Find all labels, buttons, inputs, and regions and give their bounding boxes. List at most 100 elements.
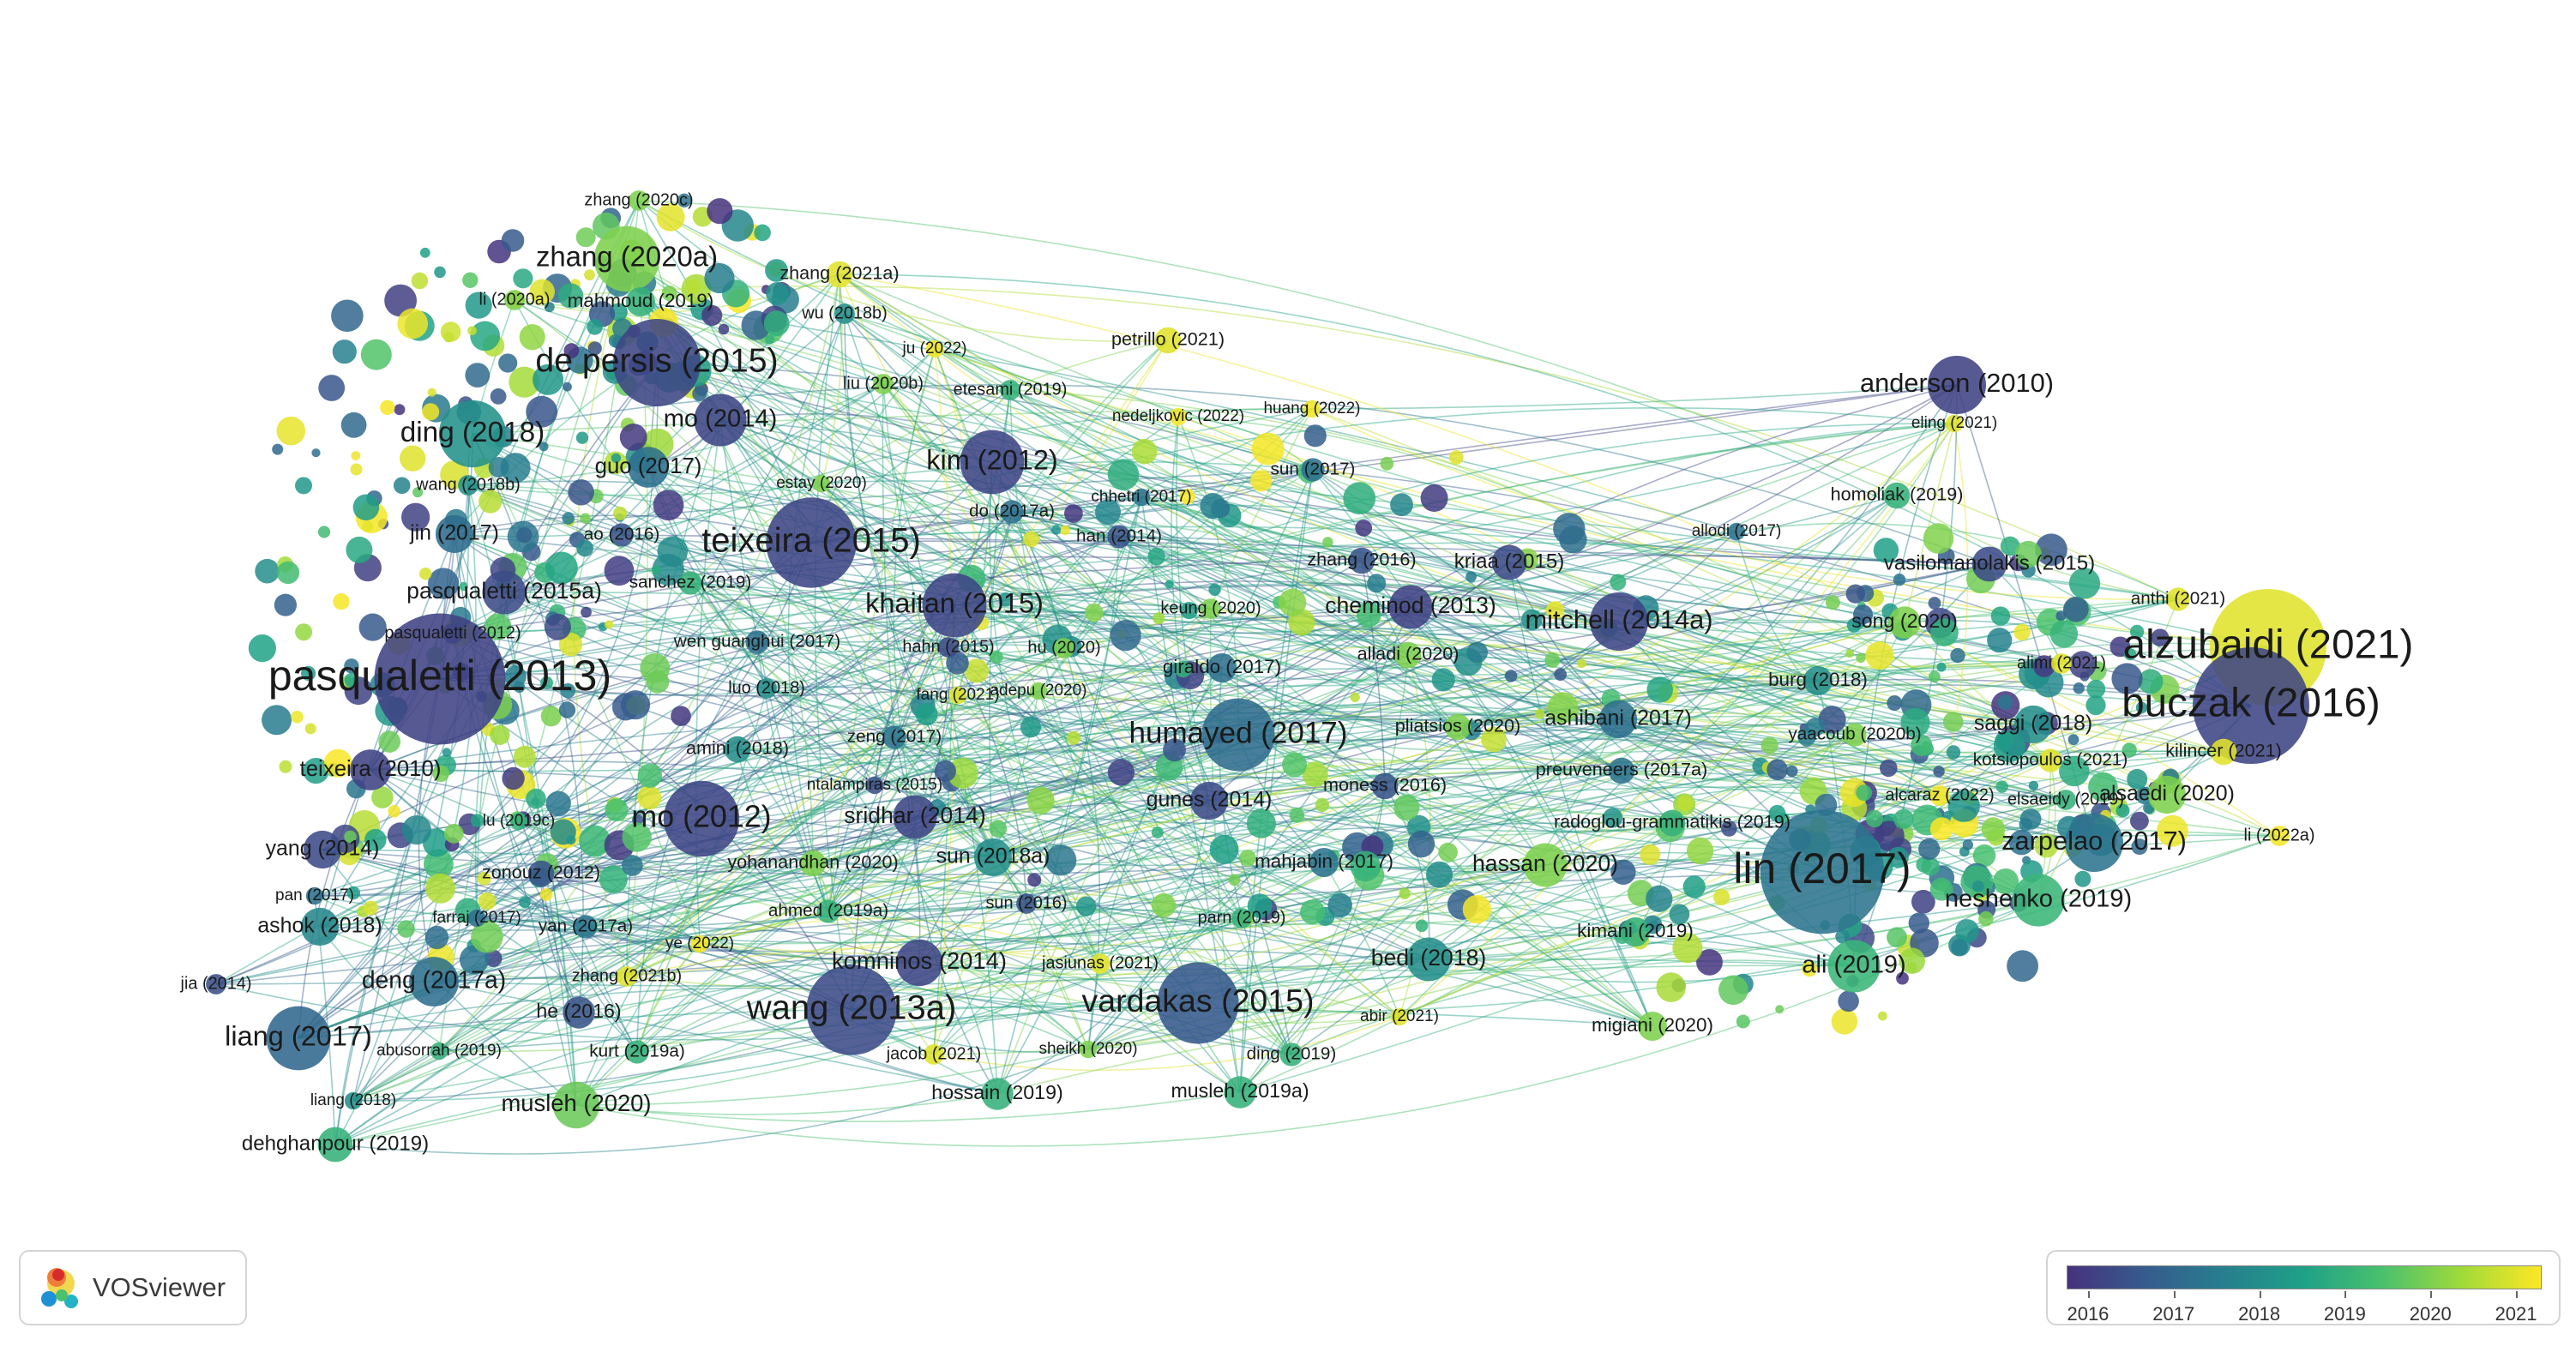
unlabeled-node[interactable]	[2111, 663, 2143, 694]
unlabeled-node[interactable]	[947, 757, 978, 789]
unlabeled-node[interactable]	[1845, 584, 1865, 604]
publication-node[interactable]	[442, 623, 463, 644]
unlabeled-node[interactable]	[1856, 784, 1873, 802]
unlabeled-node[interactable]	[2033, 655, 2055, 677]
unlabeled-node[interactable]	[587, 319, 603, 335]
unlabeled-node[interactable]	[2073, 682, 2085, 694]
unlabeled-node[interactable]	[2151, 628, 2170, 646]
unlabeled-node[interactable]	[563, 382, 572, 392]
unlabeled-node[interactable]	[272, 443, 284, 455]
publication-node[interactable]	[678, 571, 702, 595]
unlabeled-node[interactable]	[1918, 838, 1941, 861]
unlabeled-node[interactable]	[1878, 1011, 1887, 1021]
unlabeled-node[interactable]	[1721, 820, 1737, 837]
unlabeled-node[interactable]	[1873, 538, 1899, 563]
unlabeled-node[interactable]	[478, 490, 503, 514]
unlabeled-node[interactable]	[2068, 651, 2097, 679]
unlabeled-node[interactable]	[371, 786, 394, 808]
unlabeled-node[interactable]	[1797, 728, 1816, 747]
unlabeled-node[interactable]	[1380, 456, 1394, 471]
unlabeled-node[interactable]	[2130, 811, 2149, 831]
unlabeled-node[interactable]	[360, 339, 392, 370]
unlabeled-node[interactable]	[1535, 709, 1545, 719]
unlabeled-node[interactable]	[422, 403, 440, 421]
unlabeled-node[interactable]	[1908, 912, 1929, 934]
unlabeled-node[interactable]	[350, 463, 363, 476]
unlabeled-node[interactable]	[362, 520, 374, 532]
unlabeled-node[interactable]	[470, 814, 485, 827]
unlabeled-node[interactable]	[470, 321, 501, 352]
publication-node[interactable]	[1929, 785, 1950, 806]
publication-node[interactable]	[882, 725, 906, 749]
publication-node[interactable]	[1189, 781, 1229, 820]
unlabeled-node[interactable]	[1315, 797, 1330, 813]
unlabeled-node[interactable]	[576, 539, 593, 557]
publication-node[interactable]	[1390, 1007, 1409, 1026]
unlabeled-node[interactable]	[1893, 574, 1906, 586]
publication-node[interactable]	[1803, 666, 1833, 695]
unlabeled-node[interactable]	[1853, 604, 1873, 625]
unlabeled-node[interactable]	[295, 477, 312, 495]
unlabeled-node[interactable]	[1640, 844, 1661, 865]
unlabeled-node[interactable]	[1987, 628, 2013, 653]
unlabeled-node[interactable]	[279, 760, 292, 773]
unlabeled-node[interactable]	[1547, 692, 1579, 724]
unlabeled-node[interactable]	[560, 683, 576, 699]
unlabeled-node[interactable]	[364, 900, 378, 916]
unlabeled-node[interactable]	[516, 527, 533, 544]
unlabeled-node[interactable]	[613, 506, 628, 520]
unlabeled-node[interactable]	[707, 198, 733, 225]
unlabeled-node[interactable]	[946, 652, 969, 675]
publication-node[interactable]	[806, 964, 897, 1055]
publication-node[interactable]	[1621, 917, 1650, 946]
publication-node[interactable]	[1154, 327, 1182, 354]
publication-node[interactable]	[816, 899, 840, 923]
unlabeled-node[interactable]	[557, 283, 584, 309]
unlabeled-node[interactable]	[640, 652, 671, 683]
publication-node[interactable]	[305, 886, 324, 905]
unlabeled-node[interactable]	[380, 400, 395, 415]
publication-node[interactable]	[206, 974, 226, 994]
unlabeled-node[interactable]	[637, 763, 663, 788]
publication-node[interactable]	[1388, 585, 1433, 629]
unlabeled-node[interactable]	[1981, 817, 2006, 841]
unlabeled-node[interactable]	[1928, 597, 1941, 610]
unlabeled-node[interactable]	[432, 765, 449, 783]
unlabeled-node[interactable]	[1131, 438, 1158, 465]
unlabeled-node[interactable]	[384, 284, 417, 317]
unlabeled-node[interactable]	[1845, 649, 1855, 658]
unlabeled-node[interactable]	[671, 706, 691, 726]
unlabeled-node[interactable]	[1672, 933, 1703, 964]
unlabeled-node[interactable]	[1923, 523, 1954, 554]
unlabeled-node[interactable]	[513, 745, 536, 768]
unlabeled-node[interactable]	[440, 321, 461, 342]
publication-node[interactable]	[2166, 587, 2190, 611]
publication-node[interactable]	[1201, 698, 1275, 772]
publication-node[interactable]	[303, 830, 342, 869]
publication-node[interactable]	[865, 776, 884, 795]
unlabeled-node[interactable]	[1350, 692, 1360, 702]
publication-node[interactable]	[1883, 482, 1911, 509]
publication-node[interactable]	[552, 1081, 600, 1129]
unlabeled-node[interactable]	[1835, 928, 1851, 944]
unlabeled-node[interactable]	[964, 658, 990, 683]
unlabeled-node[interactable]	[1930, 618, 1959, 646]
unlabeled-node[interactable]	[1936, 662, 1947, 672]
unlabeled-node[interactable]	[1200, 493, 1226, 520]
unlabeled-node[interactable]	[1990, 606, 2011, 626]
unlabeled-node[interactable]	[661, 285, 677, 301]
publication-node[interactable]	[1303, 400, 1321, 418]
publication-node[interactable]	[430, 1042, 448, 1061]
unlabeled-node[interactable]	[498, 353, 518, 373]
unlabeled-node[interactable]	[1865, 809, 1884, 828]
unlabeled-node[interactable]	[1900, 707, 1930, 738]
unlabeled-node[interactable]	[1713, 888, 1730, 906]
unlabeled-node[interactable]	[2074, 870, 2091, 887]
publication-node[interactable]	[1491, 544, 1527, 580]
unlabeled-node[interactable]	[1110, 620, 1141, 652]
unlabeled-node[interactable]	[1760, 736, 1779, 754]
unlabeled-node[interactable]	[1107, 459, 1140, 490]
unlabeled-node[interactable]	[519, 896, 531, 909]
unlabeled-node[interactable]	[545, 790, 571, 816]
